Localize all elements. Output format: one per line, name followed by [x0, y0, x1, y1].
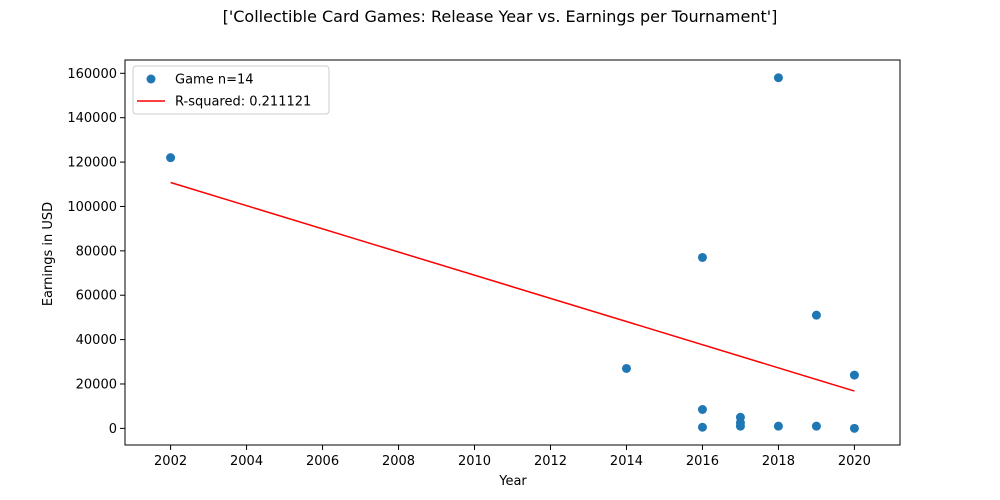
chart-title: ['Collectible Card Games: Release Year v…: [223, 7, 778, 26]
data-point: [849, 370, 859, 380]
data-point: [773, 73, 783, 83]
x-tick-label: 2016: [686, 454, 719, 469]
legend-label: R-squared: 0.211121: [175, 95, 311, 110]
x-tick-label: 2014: [610, 454, 643, 469]
regression-line: [170, 181, 855, 392]
x-tick-label: 2012: [534, 454, 567, 469]
x-axis-label: Year: [498, 474, 527, 489]
x-tick-label: 2006: [306, 454, 339, 469]
axes: 2002 2004 2006 2008 2010 2012 2014 2016 2018 2020…: [67, 59, 901, 469]
y-tick-label: 40000: [76, 333, 117, 348]
plot-area: [125, 60, 900, 445]
legend-label: Game n=14: [175, 73, 254, 88]
x-tick-label: 2010: [458, 454, 491, 469]
data-point: [697, 404, 707, 414]
data-point: [811, 310, 821, 320]
x-tick-label: 2008: [382, 454, 415, 469]
data-point: [811, 421, 821, 431]
x-tick-label: 2002: [154, 454, 187, 469]
legend-box: [132, 65, 330, 115]
y-tick-label: 160000: [67, 67, 117, 82]
data-point: [697, 422, 707, 432]
y-tick-label: 100000: [67, 200, 117, 215]
x-tick-label: 2004: [230, 454, 263, 469]
chart-marks: [166, 73, 859, 433]
y-tick-label: 0: [109, 422, 117, 437]
plot-background: [125, 60, 900, 445]
data-point: [849, 423, 859, 433]
legend-marker: [146, 74, 156, 84]
data-point: [621, 363, 631, 373]
y-tick-label: 60000: [76, 289, 117, 304]
data-point: [166, 153, 176, 163]
y-tick-label: 140000: [67, 111, 117, 126]
y-tick-label: 80000: [76, 244, 117, 259]
legend: Game n=14 R-squared: 0.211121: [132, 65, 330, 115]
x-tick-label: 2020: [838, 454, 871, 469]
y-tick-label: 20000: [76, 377, 117, 392]
plot-frame: [124, 59, 901, 446]
y-tick-label: 120000: [67, 156, 117, 171]
data-point: [773, 421, 783, 431]
data-point: [735, 421, 745, 431]
data-point: [697, 252, 707, 262]
x-tick-label: 2018: [762, 454, 795, 469]
y-axis-label: Earnings in USD: [41, 202, 56, 306]
